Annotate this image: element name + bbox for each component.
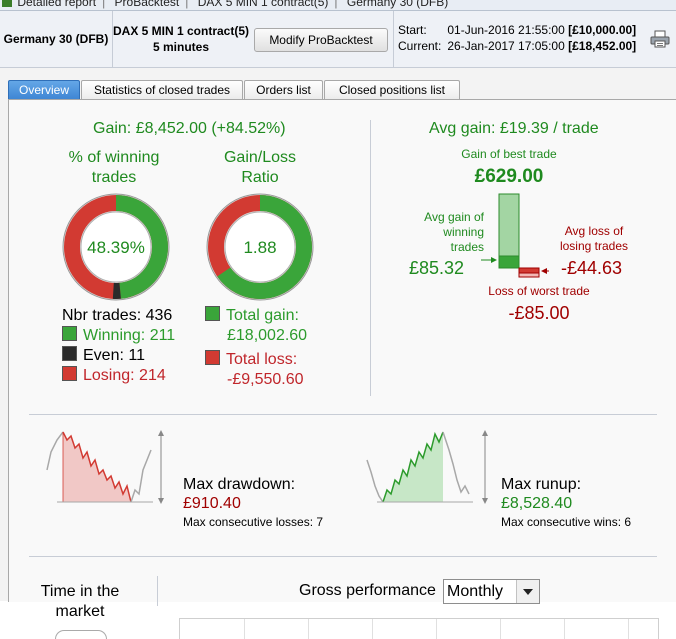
overview-content: Gain: £8,452.00 (+84.52%) % of winning t… — [8, 99, 676, 639]
winning-arc — [64, 195, 168, 299]
drawdown-chart — [46, 430, 164, 504]
gain-summary: Gain: £8,452.00 (+84.52%) — [93, 120, 286, 137]
avg-loss-bar — [518, 267, 540, 274]
max-drawdown-label: Max drawdown: — [183, 476, 296, 493]
strategy-name: DAX 5 MIN 1 contract(5) — [112, 24, 250, 38]
max-consecutive-wins: Max consecutive wins: 6 — [501, 515, 632, 529]
worst-trade-value: -£85.00 — [508, 303, 570, 323]
avg-win-value: £85.32 — [409, 258, 465, 278]
avg-loss-label: Avg loss of losing trades — [549, 224, 639, 254]
max-drawdown-value: £910.40 — [183, 495, 241, 512]
gross-performance-chart — [179, 618, 659, 639]
tab-overview[interactable]: Overview — [8, 80, 80, 99]
time-in-market-line1: Time in the — [40, 583, 120, 600]
winning-legend-swatch — [62, 326, 77, 341]
current-label: Current: — [398, 39, 442, 53]
avg-gain: Avg gain: £19.39 / trade — [429, 120, 599, 137]
total-gain-label: Total gain: — [226, 307, 299, 324]
tab-closed-positions-list[interactable]: Closed positions list — [324, 80, 460, 99]
titlebar-report: Detailed report — [17, 0, 97, 9]
total-gain-value: £18,002.60 — [227, 327, 308, 344]
total-gain-swatch — [205, 306, 220, 321]
report-icon — [2, 0, 12, 7]
strategy-info: DAX 5 MIN 1 contract(5) 5 minutes — [112, 23, 250, 55]
row-divider-2 — [29, 556, 657, 557]
max-runup-label: Max runup: — [501, 476, 582, 493]
total-loss-value: -£9,550.60 — [227, 371, 304, 388]
worst-trade-label: Loss of worst trade — [488, 284, 590, 298]
ratio-value: 1.88 — [243, 238, 276, 257]
losing-count: Losing: 214 — [83, 367, 166, 384]
max-consecutive-losses: Max consecutive losses: 7 — [183, 515, 324, 529]
avg-win-label-line2: winning — [443, 225, 484, 239]
print-icon[interactable] — [650, 29, 670, 49]
gain-arc — [208, 195, 312, 299]
time-in-market-gauge — [55, 630, 107, 639]
strategy-timeframe: 5 minutes — [152, 40, 209, 54]
chevron-down-icon[interactable] — [516, 580, 539, 603]
runup-chart — [366, 430, 488, 504]
start-capital: [£10,000.00] — [568, 23, 637, 37]
time-in-market-line2: market — [55, 603, 105, 620]
even-arc — [64, 195, 168, 299]
total-loss-label: Total loss: — [226, 351, 298, 368]
current-date: 26-Jan-2017 17:05:00 — [447, 39, 565, 53]
gross-performance-label: Gross performance — [299, 582, 436, 599]
avg-win-label-line3: trades — [450, 240, 484, 254]
winning-title-line2: trades — [91, 169, 137, 186]
avg-win-label: Avg gain of winning trades — [404, 210, 484, 255]
titlebar-instrument: Germany 30 (DFB) — [346, 0, 449, 9]
time-in-market-title: Time in the market — [29, 582, 131, 622]
ratio-title-line1: Gain/Loss — [223, 149, 297, 166]
instrument-name: Germany 30 (DFB) — [0, 11, 113, 67]
nbr-trades: Nbr trades: 436 — [62, 307, 173, 324]
ratio-title: Gain/Loss Ratio — [205, 148, 315, 188]
avg-win-label-line1: Avg gain of — [424, 210, 484, 224]
period-select[interactable]: Monthly — [443, 579, 540, 604]
tab-statistics-closed-trades[interactable]: Statistics of closed trades — [81, 80, 243, 99]
best-trade-label: Gain of best trade — [461, 147, 557, 161]
winning-pct-value: 48.39% — [87, 238, 145, 257]
start-date: 01-Jun-2016 21:55:00 — [447, 23, 565, 37]
tab-orders-list[interactable]: Orders list — [244, 80, 323, 99]
backtest-dates: Start: 01-Jun-2016 21:55:00 [£10,000.00]… — [393, 11, 644, 67]
row-divider-1 — [29, 414, 657, 415]
avg-win-bar — [498, 255, 520, 269]
total-loss-swatch — [205, 350, 220, 365]
start-label: Start: — [398, 23, 427, 37]
trade-range-bars — [481, 193, 549, 278]
max-runup-value: £8,528.40 — [501, 495, 573, 512]
gain-loss-ratio-donut: 1.88 — [206, 193, 314, 301]
winning-count: Winning: 211 — [83, 327, 176, 344]
even-count: Even: 11 — [83, 347, 145, 364]
best-trade-value: £629.00 — [474, 166, 544, 187]
info-bar: Germany 30 (DFB) DAX 5 MIN 1 contract(5)… — [0, 11, 676, 68]
totals: Total gain: £18,002.60 Total loss: -£9,5… — [205, 306, 307, 390]
modify-probacktest-button[interactable]: Modify ProBacktest — [254, 28, 388, 52]
report-panel: Overview Statistics of closed trades Ord… — [0, 68, 676, 639]
avg-loss-value: -£44.63 — [561, 258, 623, 278]
titlebar-strategy: DAX 5 MIN 1 contract(5) — [197, 0, 329, 9]
winning-trades-title: % of winning trades — [59, 148, 169, 188]
losing-legend-swatch — [62, 366, 77, 381]
winning-title-line1: % of winning — [68, 149, 160, 166]
ratio-title-line2: Ratio — [241, 169, 279, 186]
even-legend-swatch — [62, 346, 77, 361]
titlebar-probacktest: ProBacktest — [114, 0, 180, 9]
winning-trades-donut: 48.39% — [62, 193, 170, 301]
bottom-divider — [157, 576, 158, 606]
current-capital: [£18,452.00] — [568, 39, 637, 53]
window-titlebar: Detailed report | ProBacktest | DAX 5 MIN … — [0, 0, 676, 11]
section-divider — [370, 120, 371, 396]
period-select-value: Monthly — [447, 583, 504, 600]
trade-counts: Nbr trades: 436 Winning: 211 Even: 11 Lo… — [62, 306, 175, 386]
avg-loss-label-line2: losing trades — [559, 239, 629, 253]
avg-loss-label-line1: Avg loss of — [564, 224, 624, 238]
